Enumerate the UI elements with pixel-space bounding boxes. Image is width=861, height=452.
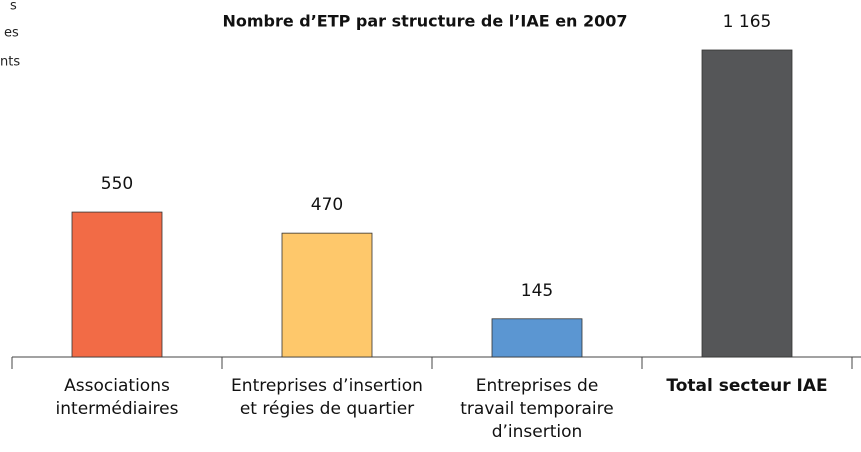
value-label: 1 165 bbox=[723, 12, 772, 32]
cropped-text: nts bbox=[0, 55, 20, 70]
x-tick-label: Entreprises d’insertion bbox=[231, 376, 423, 396]
bar bbox=[701, 49, 793, 358]
x-tick-label: travail temporaire bbox=[460, 399, 613, 419]
value-label: 145 bbox=[521, 281, 553, 301]
x-tick-label: Total secteur IAE bbox=[666, 376, 827, 396]
x-tick-label: intermédiaires bbox=[56, 399, 179, 419]
bar bbox=[491, 318, 583, 358]
chart-title: Nombre d’ETP par structure de l’IAE en 2… bbox=[222, 12, 627, 31]
value-label: 550 bbox=[101, 174, 133, 194]
x-tick-label: d’insertion bbox=[492, 422, 583, 442]
x-tick-label: Entreprises de bbox=[476, 376, 599, 396]
value-label: 470 bbox=[311, 195, 343, 215]
cropped-text: s bbox=[10, 0, 17, 14]
x-tick-label: et régies de quartier bbox=[240, 399, 414, 419]
bar bbox=[281, 232, 373, 358]
x-tick-label: Associations bbox=[64, 376, 170, 396]
cropped-text: es bbox=[4, 26, 19, 41]
bar bbox=[71, 211, 163, 358]
